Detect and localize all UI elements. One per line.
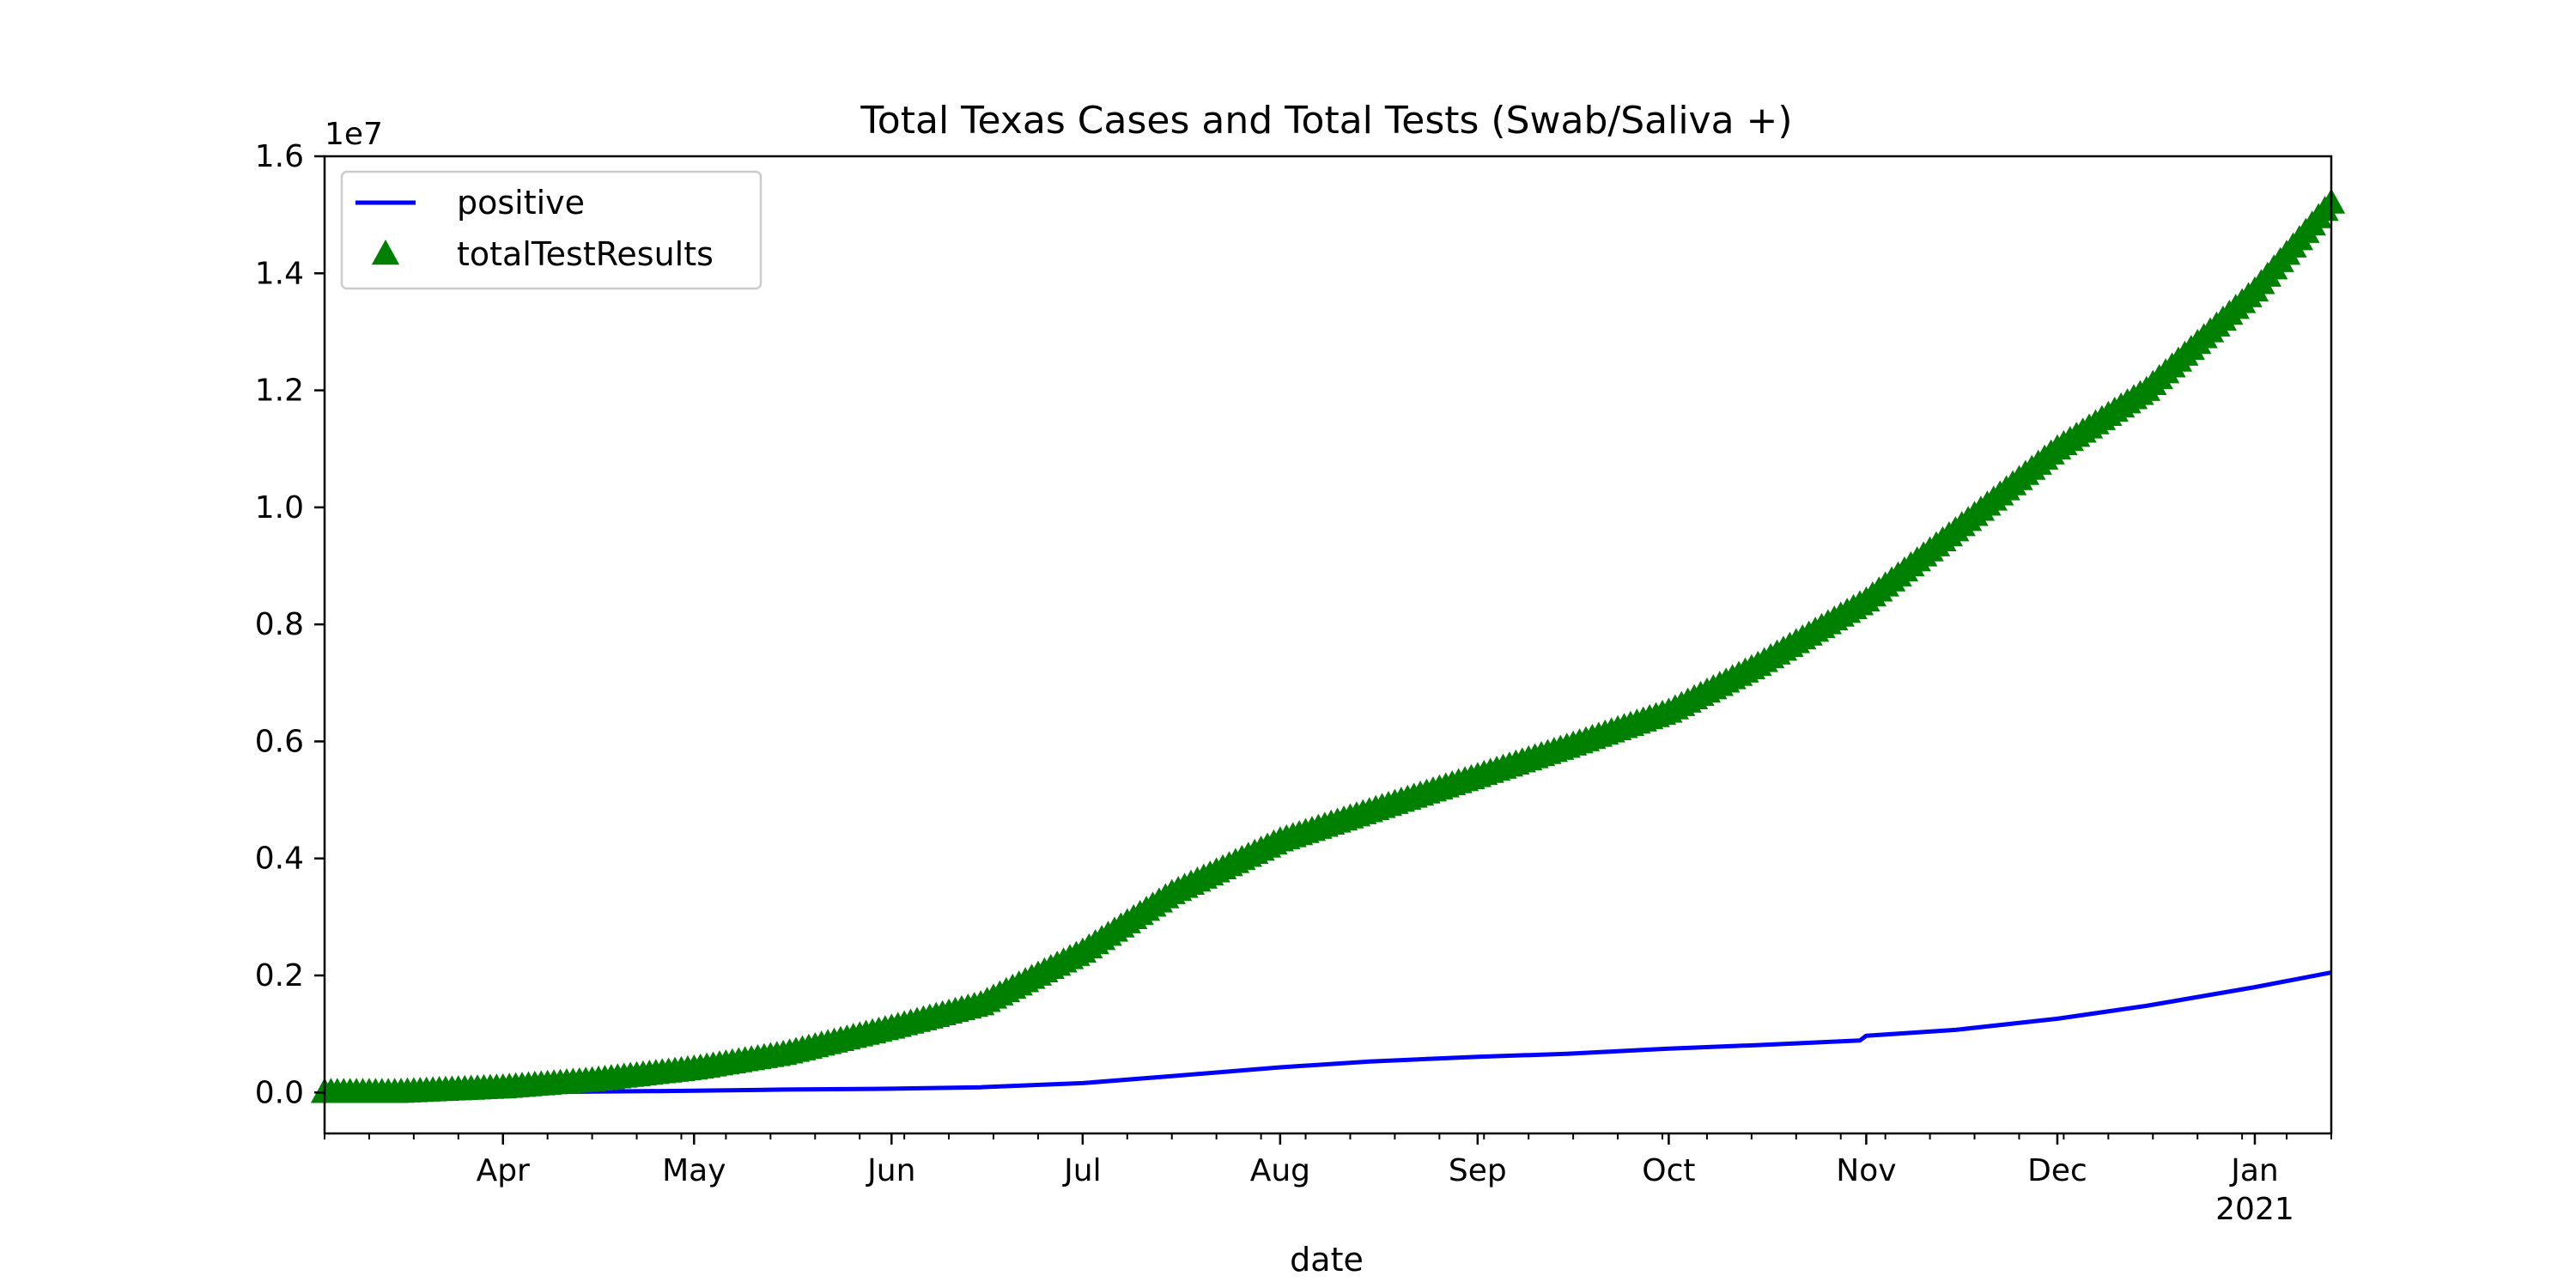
- x-axis-label: date: [1290, 1241, 1364, 1279]
- chart-title: Total Texas Cases and Total Tests (Swab/…: [860, 99, 1792, 143]
- x-tick-label: May: [662, 1153, 726, 1188]
- plot-frame: [323, 155, 2333, 1135]
- x-tick-sublabel: 2021: [2215, 1192, 2294, 1227]
- x-tick-label: Jun: [866, 1153, 915, 1188]
- y-tick-label: 0.2: [255, 958, 304, 993]
- x-tick-label: Jan: [2229, 1153, 2279, 1188]
- y-tick-label: 0.6: [255, 724, 304, 759]
- x-tick-label: Dec: [2027, 1153, 2087, 1188]
- y-tick-label: 1.4: [255, 256, 304, 291]
- x-tick-label: Oct: [1642, 1153, 1695, 1188]
- x-tick-label: Aug: [1250, 1153, 1310, 1188]
- series-line-positive: [324, 970, 2332, 1095]
- y-tick-label: 0.0: [255, 1075, 304, 1110]
- y-tick-label: 1.6: [255, 139, 304, 174]
- legend-swatch-totaltestresults: [371, 240, 400, 265]
- x-tick-label: Jul: [1062, 1153, 1101, 1188]
- x-tick-label: Nov: [1836, 1153, 1896, 1188]
- series-markers-totaltestresults: [310, 188, 2346, 1103]
- y-tick-label: 0.4: [255, 841, 304, 877]
- legend-label-totaltestresults: totalTestResults: [457, 235, 714, 273]
- x-tick-label: Sep: [1449, 1153, 1507, 1188]
- legend: positive totalTestResults: [340, 170, 762, 290]
- y-tick-label: 0.8: [255, 607, 304, 642]
- y-offset-label: 1e7: [325, 117, 383, 152]
- y-tick-label: 1.0: [255, 490, 304, 526]
- series-layer: [310, 188, 2346, 1103]
- x-tick-label: Apr: [477, 1153, 530, 1188]
- axes-layer: 0.0 0.2 0.4 0.6 0.8 1.0 1.2 1.4 1.6 Apr May Jun Jul A…: [255, 139, 2333, 1227]
- legend-label-positive: positive: [457, 184, 585, 222]
- y-tick-label: 1.2: [255, 374, 304, 409]
- legend-box: [340, 170, 762, 290]
